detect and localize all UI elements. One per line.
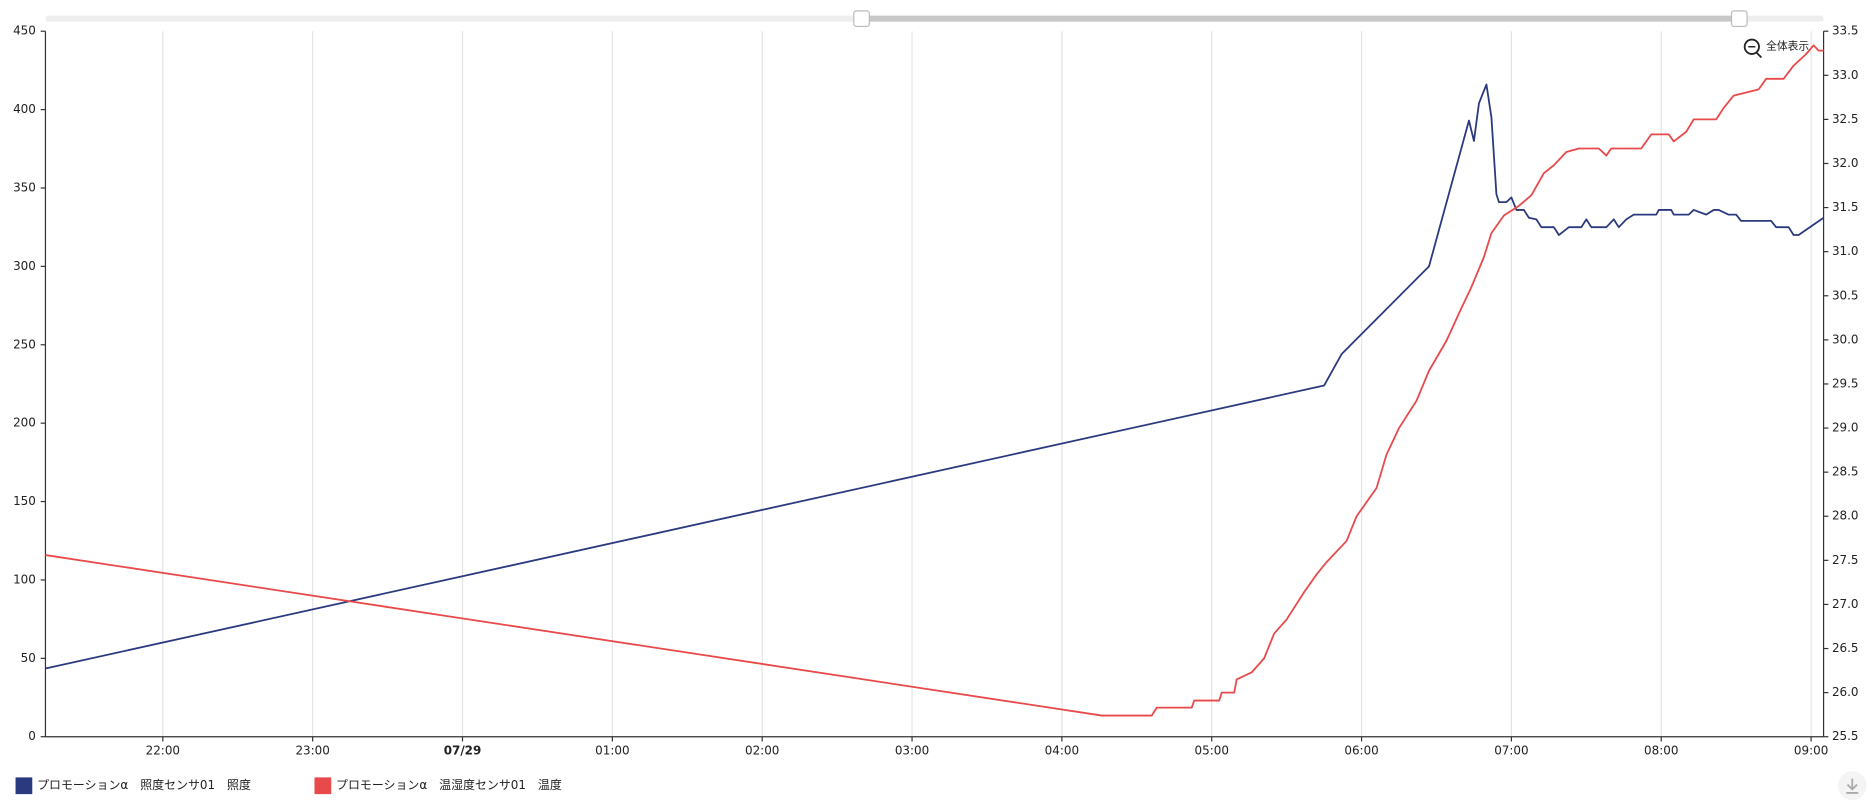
y2-tick-label: 25.5 bbox=[1832, 729, 1859, 743]
y2-tick-label: 30.0 bbox=[1832, 332, 1859, 346]
y2-tick-label: 30.5 bbox=[1832, 288, 1859, 302]
scrollbar-handle[interactable] bbox=[1730, 10, 1748, 28]
y2-tick-label: 33.5 bbox=[1832, 24, 1859, 38]
y-tick-label: 450 bbox=[13, 24, 36, 38]
legend-label: プロモーションα 照度センサ01 照度 bbox=[37, 777, 251, 792]
y2-tick-label: 28.5 bbox=[1832, 465, 1859, 479]
y2-tick-label: 28.0 bbox=[1832, 509, 1859, 523]
x-tick-label: 07:00 bbox=[1494, 744, 1528, 758]
zoom-reset-label: 全体表示 bbox=[1766, 40, 1809, 53]
zoom-icon bbox=[1743, 38, 1760, 55]
y2-tick-label: 26.5 bbox=[1832, 641, 1859, 655]
y2-tick-label: 26.0 bbox=[1832, 685, 1859, 699]
y-tick-label: 200 bbox=[13, 416, 36, 430]
x-tick-label: 23:00 bbox=[295, 744, 329, 758]
x-tick-label: 22:00 bbox=[146, 744, 180, 758]
y2-tick-label: 27.5 bbox=[1832, 553, 1859, 567]
series-line bbox=[45, 83, 1825, 670]
y-tick-label: 300 bbox=[13, 259, 36, 273]
scrollbar-range[interactable] bbox=[860, 15, 1740, 22]
zoom-icon bbox=[1755, 52, 1763, 59]
x-tick-label: 06:00 bbox=[1344, 744, 1378, 758]
y2-tick-label: 31.0 bbox=[1832, 244, 1859, 258]
y2-tick-label: 29.0 bbox=[1832, 421, 1859, 435]
y2-tick-label: 29.5 bbox=[1832, 376, 1859, 390]
x-tick-label: 03:00 bbox=[895, 744, 929, 758]
y-tick-label: 250 bbox=[13, 337, 36, 351]
zoom-reset-button[interactable]: 全体表示 bbox=[1743, 38, 1810, 59]
y-tick-label: 400 bbox=[13, 102, 36, 116]
series-line bbox=[45, 44, 1824, 717]
legend-swatch bbox=[314, 777, 332, 795]
legend-label: プロモーションα 温湿度センサ01 温度 bbox=[336, 777, 562, 792]
y2-tick-label: 33.0 bbox=[1832, 68, 1859, 82]
download-icon bbox=[1846, 778, 1859, 794]
x-tick-label: 01:00 bbox=[595, 744, 629, 758]
y-tick-label: 50 bbox=[21, 651, 36, 665]
x-tick-label: 02:00 bbox=[745, 744, 779, 758]
legend-swatch bbox=[15, 777, 33, 795]
y-tick-label: 350 bbox=[13, 180, 36, 194]
download-button[interactable] bbox=[1837, 771, 1867, 801]
x-tick-label: 05:00 bbox=[1195, 744, 1229, 758]
legend-item[interactable]: プロモーションα 温湿度センサ01 温度 bbox=[314, 777, 562, 795]
x-tick-label: 09:00 bbox=[1794, 744, 1828, 758]
y-tick-label: 0 bbox=[28, 729, 36, 743]
legend-item[interactable]: プロモーションα 照度センサ01 照度 bbox=[15, 777, 251, 795]
y2-tick-label: 32.0 bbox=[1832, 156, 1859, 170]
y-tick-label: 100 bbox=[13, 572, 36, 586]
scrollbar-handle[interactable] bbox=[853, 10, 870, 28]
y2-tick-label: 27.0 bbox=[1832, 597, 1859, 611]
x-tick-label: 07/29 bbox=[444, 744, 482, 758]
y-tick-label: 150 bbox=[13, 494, 36, 508]
x-tick-label: 08:00 bbox=[1644, 744, 1678, 758]
y2-tick-label: 31.5 bbox=[1832, 200, 1859, 214]
y2-tick-label: 32.5 bbox=[1832, 112, 1859, 126]
x-tick-label: 04:00 bbox=[1045, 744, 1079, 758]
